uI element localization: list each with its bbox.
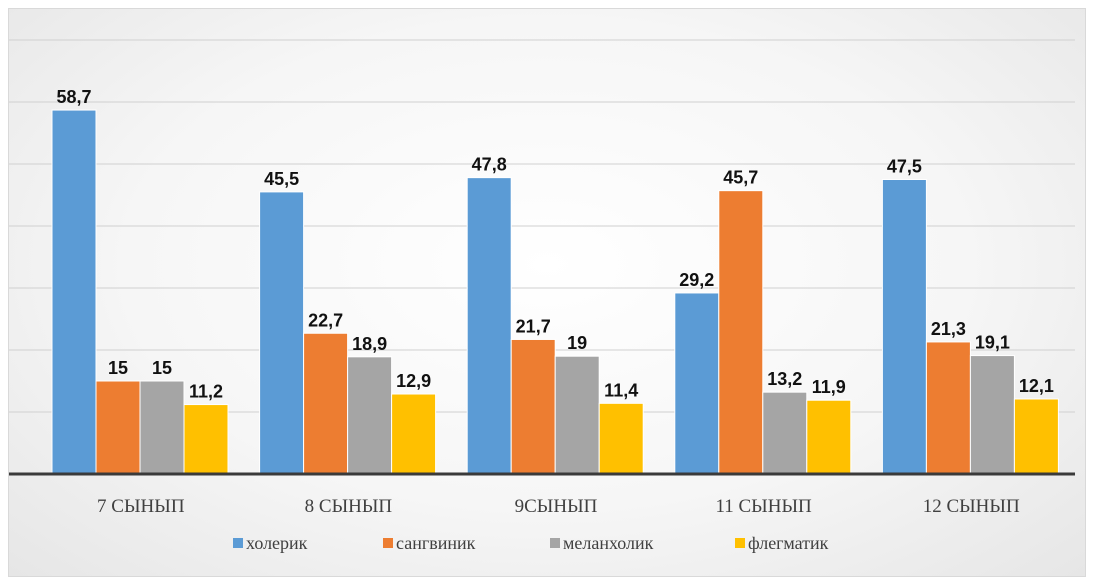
legend-swatch xyxy=(735,538,745,548)
data-label: 22,7 xyxy=(308,310,343,330)
legend-label: флегматик xyxy=(748,533,829,553)
bar-холерик xyxy=(466,177,512,475)
bar-меланхолик xyxy=(554,355,600,475)
data-label: 58,7 xyxy=(56,87,91,107)
bar-флегматик xyxy=(183,404,229,475)
bar-сангвиник xyxy=(718,190,764,475)
data-label: 12,1 xyxy=(1019,376,1054,396)
legend-swatch xyxy=(550,538,560,548)
data-label: 21,7 xyxy=(516,316,551,336)
data-label: 18,9 xyxy=(352,334,387,354)
bar-флегматик xyxy=(598,402,644,475)
data-label: 15 xyxy=(108,358,128,378)
data-label: 11,9 xyxy=(812,377,846,397)
bar-флегматик xyxy=(1013,398,1059,475)
data-label: 47,5 xyxy=(887,157,922,177)
data-label: 19,1 xyxy=(975,333,1010,353)
data-label: 19 xyxy=(567,333,587,353)
data-label: 13,2 xyxy=(767,369,802,389)
bar-меланхолик xyxy=(762,391,808,475)
bar-сангвиник xyxy=(510,338,556,475)
legend-swatch xyxy=(233,538,243,548)
bar-сангвиник xyxy=(303,332,349,475)
bar-сангвиник xyxy=(925,341,971,475)
data-label: 45,7 xyxy=(723,168,758,188)
bar-холерик xyxy=(674,292,720,475)
bar-холерик xyxy=(259,191,305,475)
legend-label: холерик xyxy=(246,533,308,553)
x-tick-label: 9СЫНЫП xyxy=(515,496,598,517)
data-label: 11,2 xyxy=(189,382,223,402)
data-label: 45,5 xyxy=(264,169,299,189)
x-tick-label: 7 СЫНЫП xyxy=(97,496,185,517)
bar-меланхолик xyxy=(347,356,393,475)
data-label: 11,4 xyxy=(604,380,638,400)
x-tick-label: 8 СЫНЫП xyxy=(305,496,393,517)
bar-меланхолик xyxy=(139,380,185,475)
data-label: 12,9 xyxy=(396,371,431,391)
legend-label: меланхолик xyxy=(563,533,654,553)
legend-swatch xyxy=(383,538,393,548)
x-tick-label: 11 СЫНЫП xyxy=(715,496,812,517)
bar-холерик xyxy=(881,179,927,475)
data-label: 29,2 xyxy=(679,270,714,290)
data-label: 47,8 xyxy=(472,155,507,175)
bar-флегматик xyxy=(391,393,437,475)
bar-меланхолик xyxy=(969,355,1015,475)
bar-сангвиник xyxy=(95,380,141,475)
x-tick-label: 12 СЫНЫП xyxy=(923,496,1020,517)
legend-label: сангвиник xyxy=(396,533,476,553)
bar-флегматик xyxy=(806,399,852,475)
data-label: 21,3 xyxy=(931,319,966,339)
data-label: 15 xyxy=(152,358,172,378)
bar-холерик xyxy=(51,109,97,475)
